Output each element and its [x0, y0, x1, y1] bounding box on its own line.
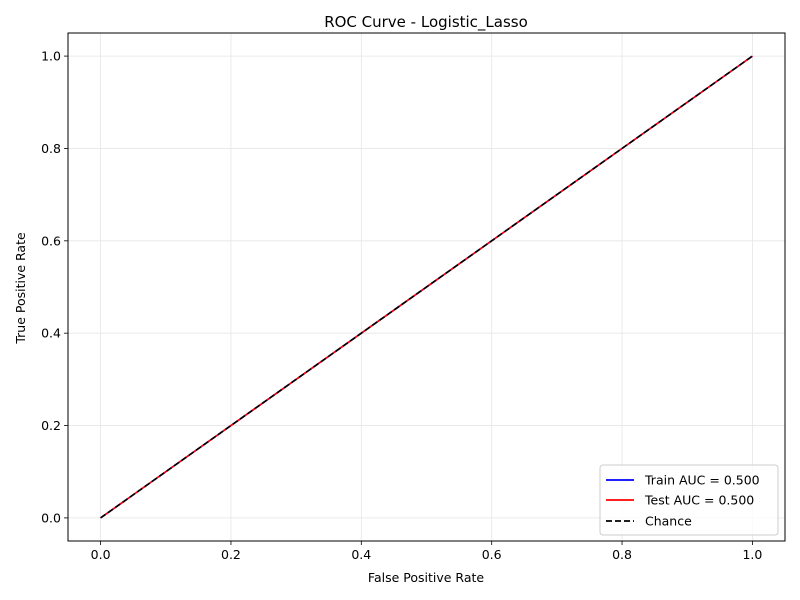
- x-tick-label: 0.2: [221, 547, 241, 562]
- legend-label-train: Train AUC = 0.500: [644, 473, 760, 488]
- y-tick-label: 0.2: [41, 418, 61, 433]
- x-tick-label: 0.0: [91, 547, 111, 562]
- legend-label-chance: Chance: [645, 514, 692, 529]
- y-axis-label: True Positive Rate: [13, 232, 28, 345]
- x-tick-label: 1.0: [742, 547, 762, 562]
- series-line-chance: [100, 55, 753, 519]
- grid: [68, 33, 785, 541]
- y-tick-label: 0.6: [41, 233, 61, 248]
- x-tick-label: 0.8: [612, 547, 632, 562]
- y-tick-label: 0.0: [41, 510, 61, 525]
- legend: Train AUC = 0.500 Test AUC = 0.500 Chanc…: [599, 464, 779, 536]
- legend-box: [599, 464, 779, 536]
- series-lines: [100, 55, 753, 519]
- x-tick-label: 0.4: [351, 547, 371, 562]
- y-tick-label: 0.8: [41, 141, 61, 156]
- y-tick-label: 0.4: [41, 326, 61, 341]
- legend-label-test: Test AUC = 0.500: [644, 493, 754, 508]
- x-tick-label: 0.6: [482, 547, 502, 562]
- x-axis-label: False Positive Rate: [368, 570, 484, 585]
- y-tick-label: 1.0: [41, 49, 61, 64]
- plot-frame: [67, 32, 786, 542]
- chart-title: ROC Curve - Logistic_Lasso: [324, 13, 528, 32]
- axis-ticks: 0.0 0.2 0.4 0.6 0.8 1.0 0.0 0.2 0.4 0.6 0.8 1.0: [41, 49, 762, 562]
